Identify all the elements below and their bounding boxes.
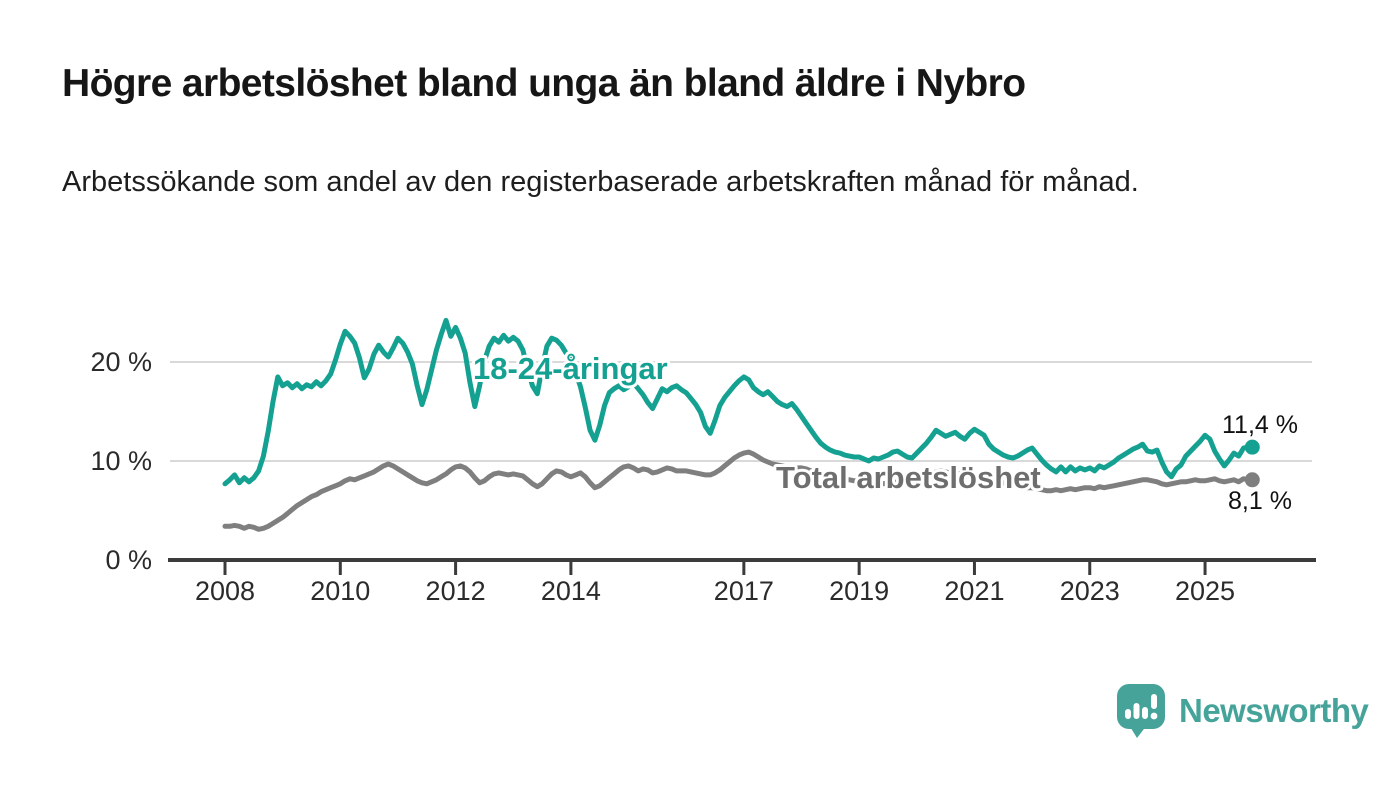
x-axis-tick-label: 2025 <box>1175 576 1235 606</box>
y-axis-tick-label: 10 % <box>90 446 152 476</box>
total-series-label: Total arbetslöshet <box>776 460 1041 495</box>
total-series-line <box>222 449 1251 532</box>
total-series-end-dot <box>1244 472 1260 488</box>
x-axis-tick-label: 2019 <box>829 576 889 606</box>
young-series-line <box>222 317 1251 487</box>
x-axis-tick-label: 2017 <box>714 576 774 606</box>
total-series-end-value: 8,1 % <box>1228 487 1292 515</box>
x-axis-tick-label: 2021 <box>944 576 1004 606</box>
x-axis-tick-label: 2008 <box>195 576 255 606</box>
y-axis-tick-label: 0 % <box>105 545 152 575</box>
young-series-end-dot <box>1244 439 1260 455</box>
x-axis-tick-label: 2010 <box>310 576 370 606</box>
x-axis-tick-label: 2014 <box>541 576 601 606</box>
bar-chart-speech-bubble-icon <box>1117 684 1165 738</box>
young-series-end-value: 11,4 % <box>1222 411 1298 439</box>
young-series-label: 18-24-åringar <box>473 351 668 386</box>
x-axis-tick-label: 2012 <box>426 576 486 606</box>
newsworthy-logo: Newsworthy <box>1116 684 1369 738</box>
y-axis-tick-label: 20 % <box>90 347 152 377</box>
x-axis-tick-label: 2023 <box>1060 576 1120 606</box>
page-title: Högre arbetslöshet bland unga än bland ä… <box>62 62 1026 105</box>
logo-wordmark: Newsworthy <box>1179 692 1369 729</box>
chart-subtitle: Arbetssökande som andel av den registerb… <box>62 166 1139 198</box>
